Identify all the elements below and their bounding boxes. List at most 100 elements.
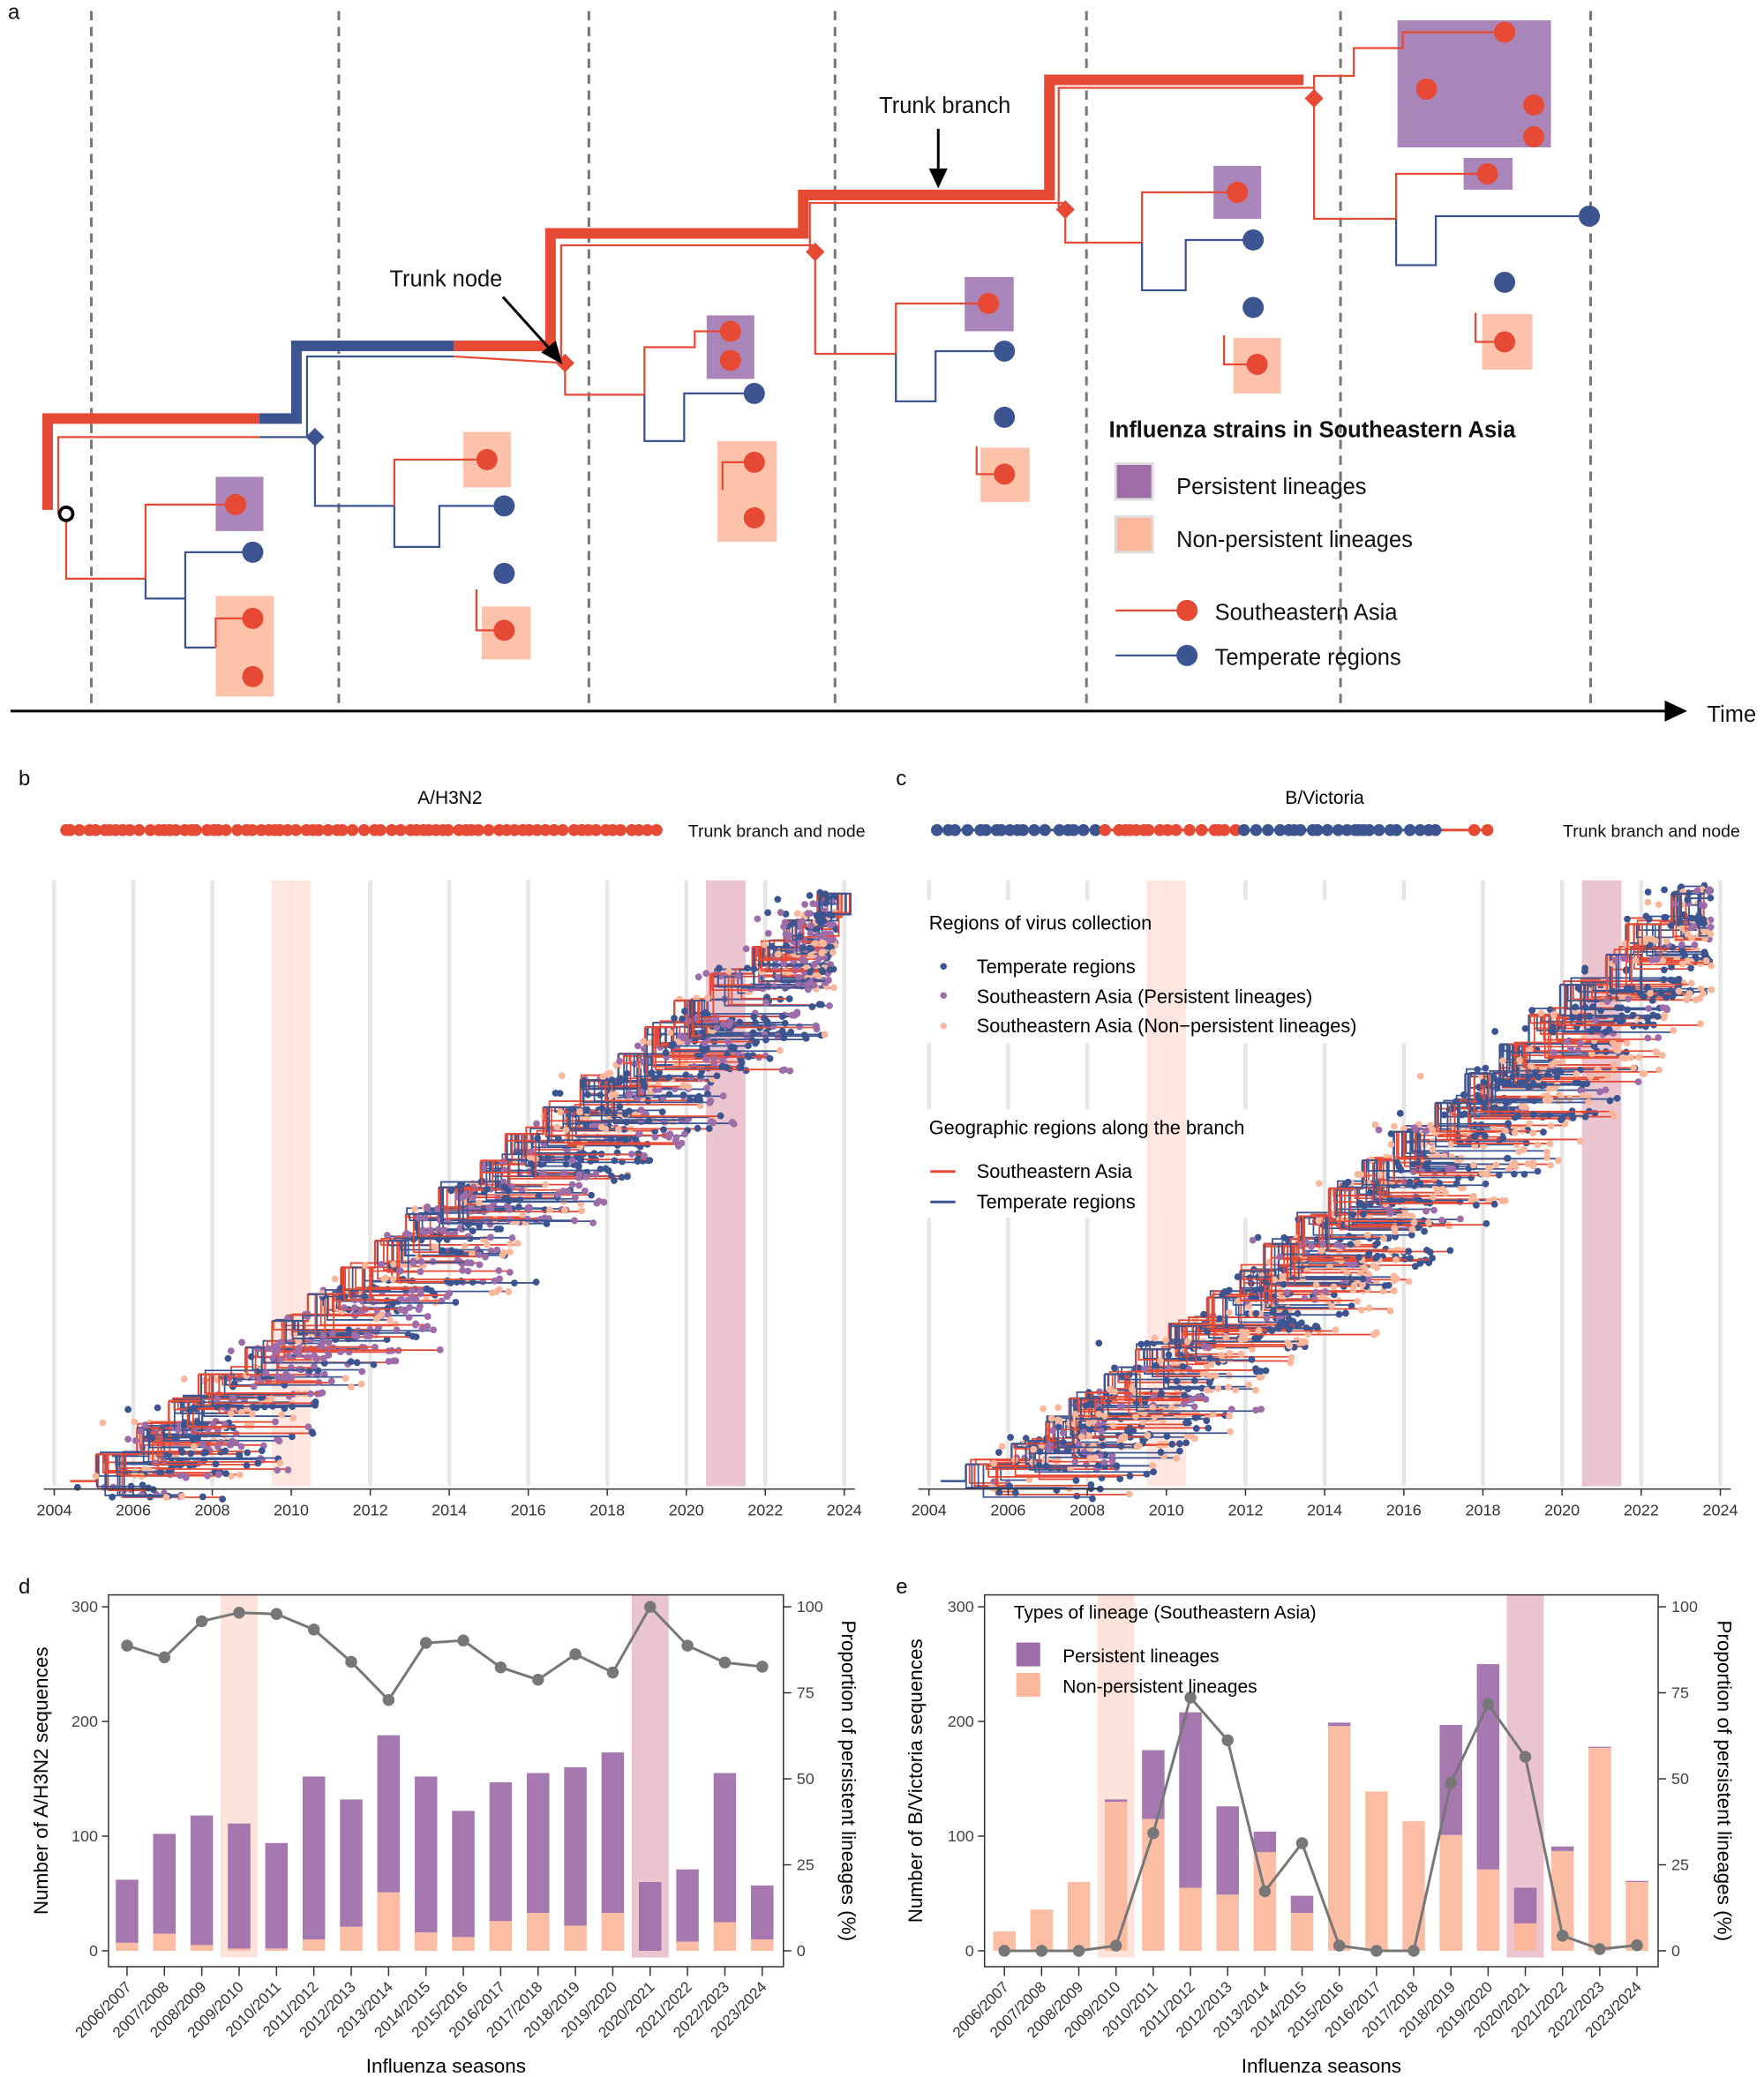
- tree-tip: [1655, 901, 1663, 909]
- tree-tip: [799, 956, 807, 964]
- bar-nonpersistent: [1142, 1818, 1165, 1951]
- tree-tip: [1684, 957, 1692, 964]
- proportion-point: [419, 1637, 432, 1649]
- tree-tip: [1692, 953, 1700, 961]
- tree-tip: [1558, 1057, 1566, 1065]
- y-tick-label: 0: [965, 1942, 974, 1960]
- tree-tip: [676, 995, 683, 1003]
- strip-label-b: Trunk branch and node: [688, 821, 866, 841]
- tree-tip: [612, 1091, 619, 1098]
- tree-tip: [575, 1181, 583, 1189]
- tree-tip: [646, 1038, 654, 1046]
- tree-tip: [1678, 924, 1685, 932]
- trunk-branch: [70, 1454, 98, 1482]
- tree-tip: [627, 1151, 635, 1158]
- tree-tip: [487, 1233, 494, 1241]
- bar-persistent: [676, 1869, 699, 1942]
- trunk-node-dot: [1262, 824, 1274, 836]
- bar-nonpersistent: [340, 1926, 363, 1951]
- tree-tip: [542, 1181, 550, 1188]
- tree-tip: [1181, 1391, 1189, 1399]
- tree-tip: [826, 1002, 833, 1009]
- tree-tip: [254, 1459, 262, 1467]
- tree-tip: [704, 1064, 712, 1072]
- tree-tip: [506, 1216, 513, 1224]
- tree-tip: [1269, 1308, 1277, 1316]
- tree-tip: [679, 1082, 687, 1090]
- tree-tip: [1659, 1004, 1667, 1011]
- tree-tip: [415, 1306, 423, 1314]
- tree-tip: [1550, 1049, 1558, 1056]
- tree-tip: [672, 1137, 679, 1145]
- tree-tip: [1096, 1451, 1104, 1459]
- tree-tip: [1116, 1475, 1124, 1482]
- trunk-node-dot: [1404, 824, 1416, 836]
- tree-branch: [169, 1399, 194, 1411]
- y2-tick-label: 100: [797, 1598, 823, 1616]
- tree-tip: [227, 1410, 235, 1418]
- tree-tip: [1630, 1064, 1638, 1072]
- tree-tip: [651, 1133, 659, 1141]
- tree-branch: [341, 1266, 456, 1304]
- tree-tip: [1422, 1127, 1430, 1135]
- tree-tip: [1392, 1256, 1400, 1263]
- tree-tip: [1433, 1188, 1441, 1195]
- trunk-node-dot: [1039, 824, 1051, 836]
- trunk-node-dot: [949, 824, 961, 836]
- bar-nonpersistent: [1327, 1726, 1351, 1951]
- tree-tip: [1029, 1458, 1037, 1466]
- tree-tip: [1546, 1140, 1554, 1148]
- x-tick-label: 2020: [669, 1502, 704, 1519]
- tree-tip: [1644, 1034, 1652, 1042]
- tree-tip: [1200, 1342, 1208, 1350]
- tree-tip: [1312, 1288, 1319, 1296]
- tree-tip: [1613, 1094, 1621, 1102]
- tree-tip: [307, 1336, 315, 1344]
- tree-tip: [712, 1016, 720, 1024]
- proportion-point: [1519, 1751, 1532, 1763]
- bar-nonpersistent: [1513, 1923, 1537, 1951]
- tree-branch: [1606, 954, 1704, 994]
- tree-tip: [519, 1211, 527, 1219]
- tree-tip: [320, 1370, 328, 1378]
- tree-tip: [506, 1248, 514, 1256]
- tree-tip: [1391, 1122, 1398, 1130]
- tree-tip: [694, 1124, 702, 1132]
- tree-tip: [1225, 1372, 1233, 1379]
- bar-persistent: [639, 1882, 662, 1951]
- trunk-node-dot: [1362, 824, 1376, 836]
- legend-e-persistent: Persistent lineages: [1062, 1646, 1219, 1667]
- tree-tip: [1249, 1236, 1257, 1244]
- tree-tip: [720, 1020, 727, 1028]
- tree-branch: [1011, 1439, 1055, 1445]
- tree-tip: [1632, 956, 1640, 964]
- tree-tip: [1707, 894, 1715, 902]
- tree-tip: [1025, 1476, 1033, 1483]
- tree-tip: [1372, 1254, 1380, 1262]
- tree-tip: [1100, 1412, 1108, 1420]
- tree-tip: [614, 1126, 622, 1133]
- tree-tip: [1639, 1069, 1647, 1077]
- tree-tip: [1445, 1165, 1452, 1172]
- tree-tip: [786, 1067, 794, 1075]
- tree-tip: [1364, 1276, 1372, 1284]
- y2-tick-label: 25: [1671, 1856, 1689, 1874]
- tree-tip: [1203, 1386, 1211, 1394]
- tree-branch: [374, 1238, 485, 1242]
- proportion-point: [1370, 1945, 1383, 1957]
- tree-tip: [402, 1230, 410, 1237]
- tree-tip: [1047, 1414, 1055, 1422]
- tree-branch: [1393, 1130, 1433, 1152]
- bar-persistent: [228, 1823, 251, 1949]
- tree-tip: [1304, 1331, 1311, 1338]
- panel-b-title: A/H3N2: [417, 788, 482, 808]
- tree-tip: [807, 929, 814, 937]
- tree-tip: [1111, 1364, 1118, 1372]
- tree-tip: [1357, 1306, 1365, 1314]
- tree-tip: [646, 1157, 654, 1164]
- proportion-point: [756, 1661, 769, 1673]
- tree-tip: [476, 1251, 483, 1258]
- tree-tip: [1647, 989, 1654, 997]
- tree-tip: [787, 1028, 795, 1036]
- bar-persistent: [153, 1833, 176, 1934]
